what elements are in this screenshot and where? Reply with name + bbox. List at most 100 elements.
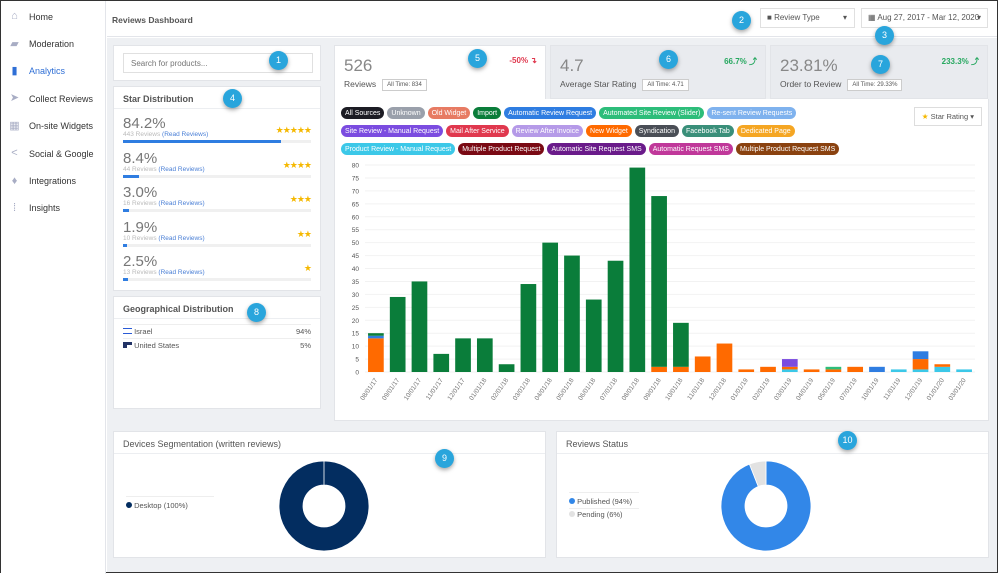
star-rating-label: Star Rating bbox=[930, 112, 969, 121]
legend-published[interactable]: Published (94%) bbox=[569, 496, 639, 508]
source-filter-tag[interactable]: Dedicated Page bbox=[736, 125, 795, 137]
x-tick-label: 11/01/18 bbox=[686, 377, 706, 402]
source-filter-tag[interactable]: Site Review - Manual Request bbox=[341, 125, 444, 137]
source-filter-tag[interactable]: Automated Site Review (Slider) bbox=[599, 107, 705, 119]
read-reviews-link[interactable]: (Read Reviews) bbox=[158, 165, 205, 173]
all-time-badge: All Time: 834 bbox=[382, 78, 427, 91]
x-tick-label: 03/01/18 bbox=[512, 377, 532, 402]
annotation-badge: 4 bbox=[223, 89, 242, 108]
y-tick-label: 5 bbox=[355, 357, 359, 364]
sidebar-item-analytics[interactable]: ▮ Analytics bbox=[1, 58, 105, 85]
source-filter-tag[interactable]: Multiple Product Request bbox=[458, 143, 545, 155]
reviews-status-panel: Reviews Status Published (94%) Pending (… bbox=[556, 431, 989, 558]
y-tick-label: 15 bbox=[352, 331, 360, 338]
star-progress-bar bbox=[123, 278, 311, 281]
bar-segment bbox=[890, 369, 907, 372]
bar-segment bbox=[673, 366, 689, 372]
stat-label: Reviews bbox=[344, 79, 377, 89]
date-range-picker[interactable]: ▦ Aug 27, 2017 - Mar 12, 2020 ▾ bbox=[861, 8, 988, 28]
source-filter-tag[interactable]: Unknown bbox=[387, 107, 425, 119]
bar-segment bbox=[651, 366, 667, 372]
source-filter-tag[interactable]: Re-sent Review Requests bbox=[707, 107, 797, 119]
review-type-label: Review Type bbox=[774, 13, 820, 22]
source-filter-tag[interactable]: Import bbox=[473, 107, 502, 119]
devices-panel: Devices Segmentation (written reviews) D… bbox=[113, 431, 546, 558]
review-type-dropdown[interactable]: ■ Review Type ▾ bbox=[760, 8, 855, 28]
review-count: 44 Reviews bbox=[123, 165, 157, 173]
bar-segment bbox=[934, 364, 951, 367]
star-percent: 3.0% bbox=[123, 184, 158, 201]
source-filter-tag[interactable]: Facebook Tab bbox=[681, 125, 734, 137]
star-progress-bar bbox=[123, 174, 311, 178]
legend-pending[interactable]: Pending (6%) bbox=[569, 508, 639, 521]
annotation-badge: 5 bbox=[468, 49, 487, 68]
sidebar-item-label: Analytics bbox=[29, 66, 66, 77]
stars-icon: ★★ bbox=[296, 228, 312, 239]
y-tick-label: 20 bbox=[352, 318, 360, 325]
donut-slice[interactable] bbox=[278, 460, 370, 552]
stars-icon: ★★★★ bbox=[282, 159, 312, 170]
stat-card[interactable]: 4.7 Average Star Rating All Time: 4.71 66.7… bbox=[550, 45, 766, 99]
annotation-badge: 10 bbox=[838, 431, 857, 450]
donut-slice[interactable] bbox=[720, 460, 812, 552]
bar-segment bbox=[781, 366, 798, 370]
read-reviews-link[interactable]: (Read Reviews) bbox=[158, 200, 205, 207]
x-tick-label: 10/01/17 bbox=[403, 377, 423, 402]
x-tick-label: 01/01/19 bbox=[730, 377, 750, 402]
sidebar-item-moderation[interactable]: ▰ Moderation bbox=[1, 30, 105, 57]
y-tick-label: 65 bbox=[352, 201, 360, 208]
sidebar-item-insights[interactable]: ⁞ Insights bbox=[1, 195, 105, 222]
bar-segment bbox=[651, 196, 667, 367]
sidebar-item-on-site-widgets[interactable]: ▦ On-site Widgets bbox=[1, 113, 105, 140]
sidebar-item-integrations[interactable]: ♦ Integrations bbox=[1, 167, 105, 194]
bar-segment bbox=[542, 242, 559, 372]
stat-change: 66.7% ⤴ bbox=[724, 57, 757, 66]
bar-segment bbox=[912, 369, 929, 372]
annotation-badge: 1 bbox=[269, 51, 288, 70]
source-filter-tag[interactable]: All Sources bbox=[341, 107, 385, 119]
product-search-input[interactable] bbox=[123, 53, 313, 73]
source-filter-tag[interactable]: Review After Invoice bbox=[511, 125, 584, 137]
source-filter-tag[interactable]: Product Review - Manual Request bbox=[341, 143, 456, 155]
y-tick-label: 70 bbox=[352, 188, 360, 195]
source-filter-tag[interactable]: Mail After Service bbox=[446, 125, 509, 137]
read-reviews-link[interactable]: (Read Reviews) bbox=[162, 131, 209, 138]
source-filter-tag[interactable]: Automatic Review Request bbox=[504, 107, 597, 119]
x-tick-label: 01/01/18 bbox=[468, 377, 488, 402]
star-row: 2.5% 13 Reviews (Read Reviews) ★ bbox=[123, 247, 312, 282]
y-tick-label: 45 bbox=[352, 253, 360, 260]
y-tick-label: 50 bbox=[352, 240, 360, 247]
x-tick-label: 11/01/17 bbox=[425, 377, 445, 402]
legend-dot bbox=[569, 511, 575, 517]
read-reviews-link[interactable]: (Read Reviews) bbox=[158, 269, 205, 276]
source-filter-tag[interactable]: Multiple Product Request SMS bbox=[735, 143, 840, 155]
source-filter-tag[interactable]: Syndication bbox=[634, 125, 679, 137]
y-tick-label: 10 bbox=[352, 344, 360, 351]
x-tick-label: 12/01/18 bbox=[708, 377, 728, 402]
sidebar-item-social-google[interactable]: < Social & Google bbox=[1, 140, 105, 167]
bar-segment bbox=[912, 359, 929, 370]
x-tick-label: 07/01/19 bbox=[839, 377, 859, 402]
devices-legend: Desktop (100%) bbox=[126, 496, 214, 510]
source-filter-tag[interactable]: Old Widget bbox=[427, 107, 471, 119]
star-rating-button[interactable]: ★ Star Rating ▾ bbox=[913, 107, 982, 126]
stat-card[interactable]: 526 Reviews All Time: 834 -50% ↴ bbox=[334, 45, 546, 100]
donut-slice[interactable] bbox=[748, 460, 767, 487]
star-icon: ★ bbox=[921, 112, 929, 121]
source-filter-tag[interactable]: Automatic Request SMS bbox=[648, 143, 733, 155]
sidebar: ⌂ Home ▰ Moderation ▮ Analytics ➤ Collect Revie… bbox=[1, 1, 106, 574]
source-filter-tag[interactable]: New Widget bbox=[586, 125, 632, 137]
legend-desktop: Desktop (100%) bbox=[134, 501, 188, 510]
bar-segment bbox=[411, 281, 428, 372]
stars-icon: ★★★ bbox=[289, 194, 312, 204]
source-filter-tag[interactable]: Automatic Site Request SMS bbox=[547, 143, 646, 155]
read-reviews-link[interactable]: (Read Reviews) bbox=[158, 234, 205, 242]
review-count: 10 Reviews bbox=[123, 234, 157, 242]
main: Star Distribution 84.2%443 Reviews (Read… bbox=[107, 38, 997, 572]
x-tick-label: 03/01/19 bbox=[773, 377, 793, 402]
sidebar-item-home[interactable]: ⌂ Home bbox=[1, 3, 105, 30]
stat-change: -50% ↴ bbox=[509, 56, 537, 65]
x-tick-label: 09/01/17 bbox=[381, 377, 401, 402]
bar-segment bbox=[433, 353, 450, 372]
sidebar-item-collect-reviews[interactable]: ➤ Collect Reviews bbox=[1, 85, 105, 112]
